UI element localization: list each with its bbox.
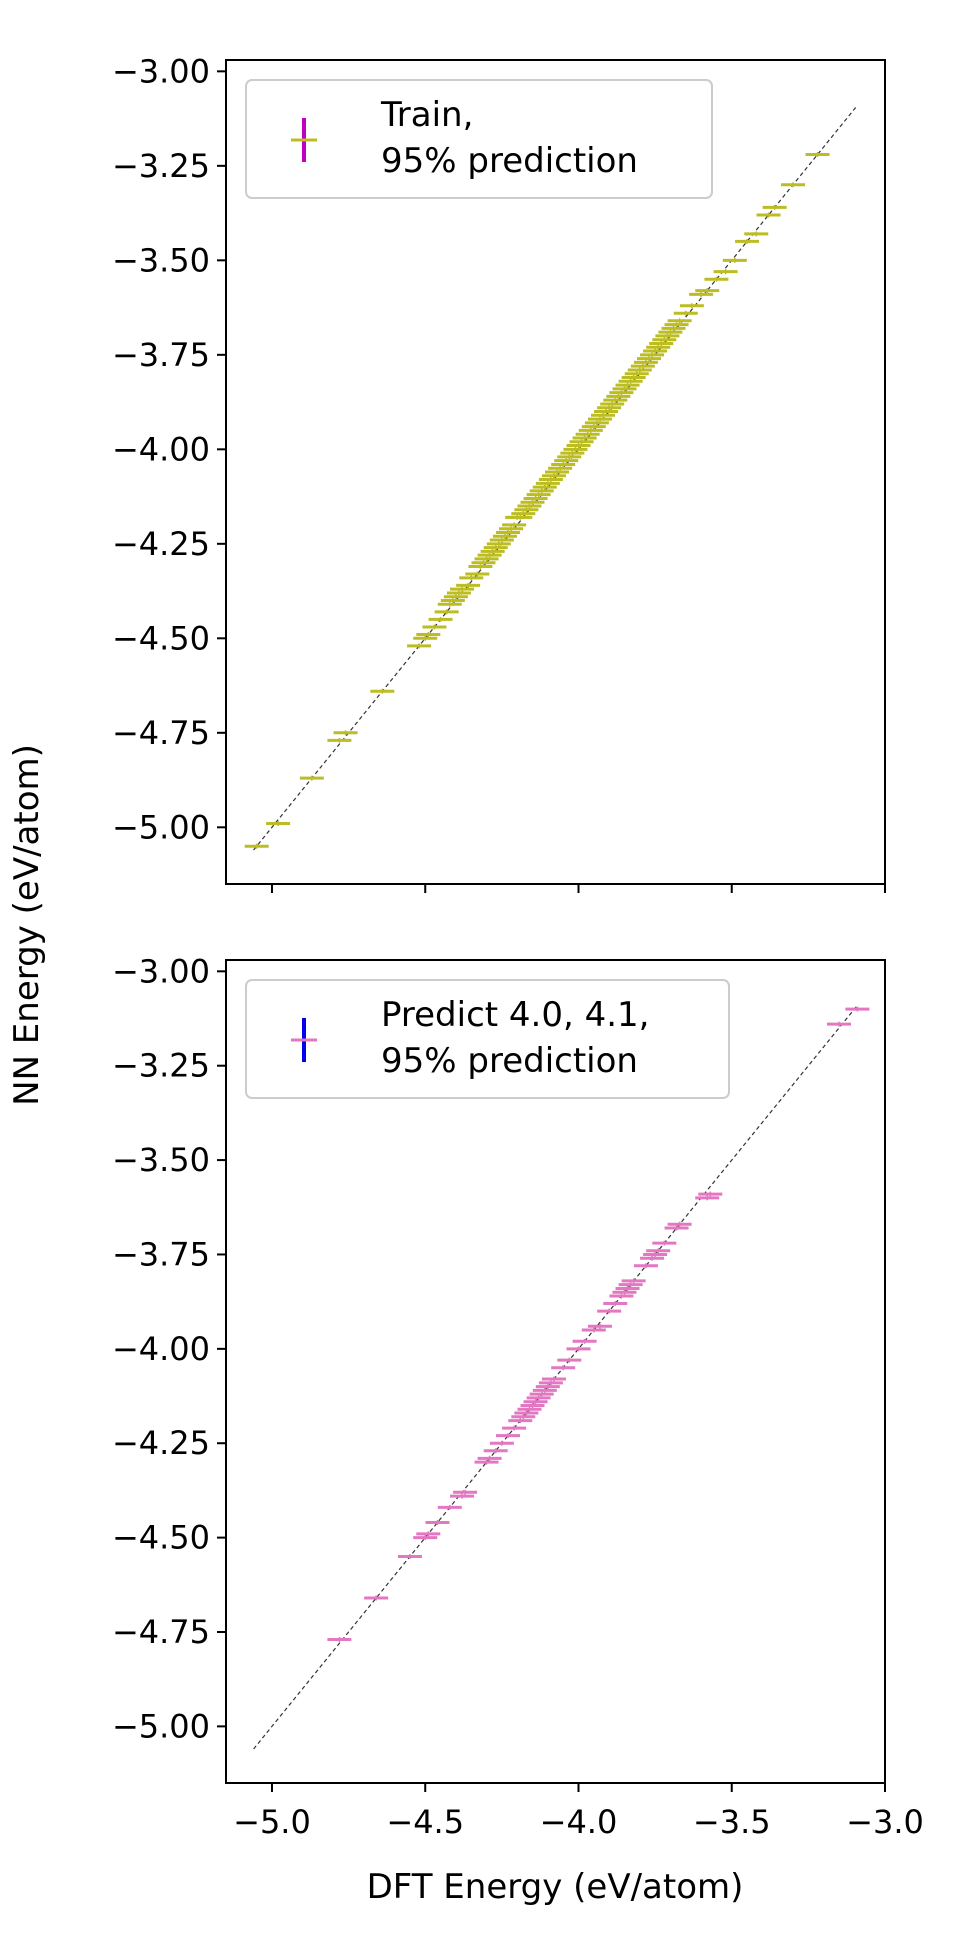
x-tick-label: −3.5 [693,1803,771,1841]
x-axis-label: DFT Energy (eV/atom) [367,1867,744,1907]
y-tick-label: −3.50 [112,1141,210,1179]
legend-label-line2: 95% prediction [381,1041,638,1081]
y-tick-label: −4.75 [112,1613,210,1651]
x-tick-label: −4.0 [540,1803,618,1841]
diagonal-reference-line [253,104,858,851]
x-tick-label: −3.0 [846,1803,924,1841]
y-tick-label: −4.25 [112,1424,210,1462]
legend-box [245,979,730,1099]
y-tick-label: −4.50 [112,619,210,657]
y-tick-label: −4.50 [112,1519,210,1557]
y-tick-label: −3.75 [112,1235,210,1273]
y-tick-label: −3.50 [112,241,210,279]
x-tick-label: −4.5 [386,1803,464,1841]
legend-label-line1: Train, [380,95,473,135]
y-tick-label: −3.00 [112,952,210,990]
y-axis-label: NN Energy (eV/atom) [7,744,47,1106]
y-tick-label: −3.25 [112,147,210,185]
legend-label-line1: Predict 4.0, 4.1, [381,995,649,1035]
y-tick-label: −3.75 [112,336,210,374]
y-tick-label: −4.75 [112,714,210,752]
y-tick-label: −5.00 [112,808,210,846]
y-tick-label: −4.00 [112,1330,210,1368]
legend-box [245,79,713,199]
diagonal-reference-line [253,1004,858,1750]
top-panel: −3.00 −3.25 −3.50 −3.75 −4.00 −4.25 −4.50 −4.75… [112,52,886,893]
y-tick-label: −4.25 [112,525,210,563]
plot-frame [225,959,886,1784]
y-tick-label: −3.25 [112,1047,210,1085]
x-tick-label: −5.0 [233,1803,311,1841]
bottom-panel: −3.00 −3.25 −3.50 −3.75 −4.00 −4.25 −4.50 −4.75… [112,952,924,1841]
legend-label-line2: 95% prediction [381,141,638,181]
y-tick-label: −4.00 [112,430,210,468]
y-tick-label: −5.00 [112,1707,210,1745]
y-tick-label: −3.00 [112,52,210,90]
plot-frame [225,59,886,885]
